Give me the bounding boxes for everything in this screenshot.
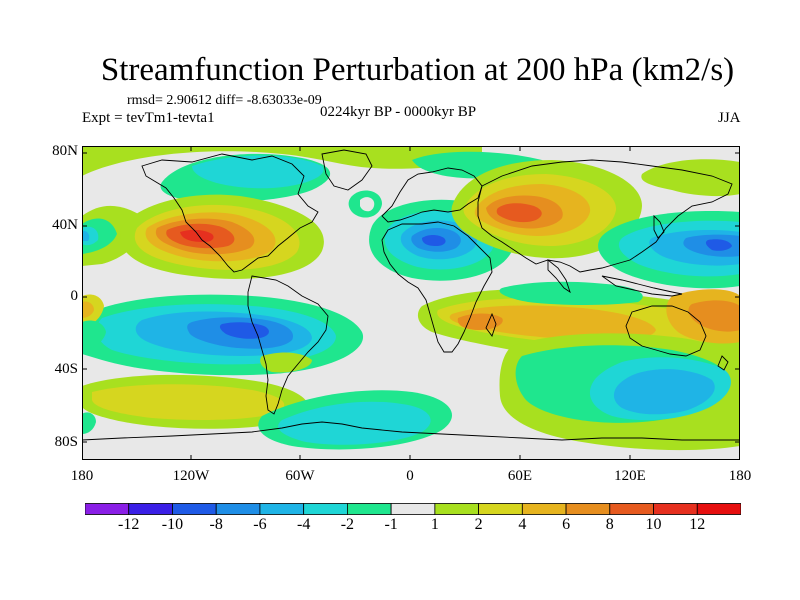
colorbar-label: 12: [689, 516, 706, 533]
colorbar-swatch: [259, 503, 305, 515]
period-label: 0224kyr BP - 0000kyr BP: [320, 104, 477, 120]
coast-indonesia: [601, 275, 683, 297]
colorbar-swatch: [609, 503, 654, 515]
colorbar-label: 1: [430, 516, 439, 533]
lat-label-40n: 40N: [52, 217, 78, 233]
colorbar-swatch: [696, 503, 741, 515]
colorbar-swatch: [653, 503, 698, 515]
coast-india: [547, 259, 571, 294]
lat-label-80s: 80S: [54, 434, 78, 450]
coastlines: [82, 149, 740, 441]
streamfunction-map: [82, 146, 740, 460]
colorbar: [85, 503, 741, 515]
coast-australia: [625, 305, 707, 357]
colorbar-label: 2: [474, 516, 483, 533]
coast-africa: [381, 221, 493, 353]
coast-europe: [381, 167, 483, 223]
axis-ticks: [82, 146, 740, 460]
contour-band-north-midlatitude: [82, 146, 482, 266]
lon-label-60w: 60W: [285, 468, 315, 484]
coast-greenland: [321, 149, 373, 191]
experiment-label: Expt = tevTm1-tevta1: [82, 110, 215, 126]
colorbar-label: 4: [518, 516, 527, 533]
colorbar-swatch: [478, 503, 523, 515]
lon-label-120w: 120W: [172, 468, 210, 484]
lon-label-120e: 120E: [614, 468, 646, 484]
coast-asia: [477, 159, 733, 273]
colorbar-swatch: [346, 503, 392, 515]
colorbar-swatch: [128, 503, 173, 515]
coast-antarctica: [82, 421, 740, 441]
lat-label-40s: 40S: [54, 361, 78, 377]
contour-high-central-asia: [451, 160, 642, 259]
colorbar-swatch: [434, 503, 479, 515]
contour-south-west-pacific: [82, 294, 452, 450]
colorbar-swatch: [172, 503, 217, 515]
colorbar-swatch: [303, 503, 348, 515]
contour-south-pacific-low: [82, 294, 364, 376]
colorbar-swatch: [521, 503, 567, 515]
colorbar-label: -10: [161, 516, 184, 533]
colorbar-swatch: [390, 503, 436, 515]
colorbar-label: 10: [645, 516, 662, 533]
contour-high-north-america: [120, 194, 324, 279]
lon-label-0: 0: [406, 468, 414, 484]
lon-label-180e: 180: [728, 468, 752, 484]
contour-north-pacific: [598, 159, 740, 289]
colorbar-label: -1: [384, 516, 398, 533]
colorbar-label: -4: [296, 516, 311, 533]
colorbar-label: -12: [118, 516, 140, 533]
colorbar-label: 6: [562, 516, 571, 533]
colorbar-swatch: [215, 503, 261, 515]
colorbar-swatch: [85, 503, 130, 515]
lat-label-0: 0: [70, 288, 79, 304]
season-label: JJA: [718, 110, 741, 126]
coast-new-zealand: [717, 355, 729, 371]
coast-japan: [653, 214, 665, 239]
colorbar-swatch: [565, 503, 611, 515]
lon-label-180w: 180: [70, 468, 94, 484]
coast-madagascar: [485, 312, 497, 337]
coast-north-america: [141, 153, 319, 273]
colorbar-label: 8: [605, 516, 614, 533]
coast-south-america: [247, 275, 329, 415]
colorbar-label: -6: [253, 516, 267, 533]
colorbar-label: -2: [340, 516, 355, 533]
stats-line: rmsd= 2.90612 diff= -8.63033e-09: [127, 93, 322, 108]
plot-title: Streamfunction Perturbation at 200 hPa (…: [100, 52, 735, 88]
map-frame: [82, 146, 740, 460]
lon-label-60e: 60E: [507, 468, 533, 484]
contour-south-indian-low: [499, 333, 740, 451]
lat-label-80n: 80N: [52, 143, 78, 159]
colorbar-label: -8: [209, 516, 223, 533]
contour-south-west-pacific-cyan: [82, 320, 106, 434]
